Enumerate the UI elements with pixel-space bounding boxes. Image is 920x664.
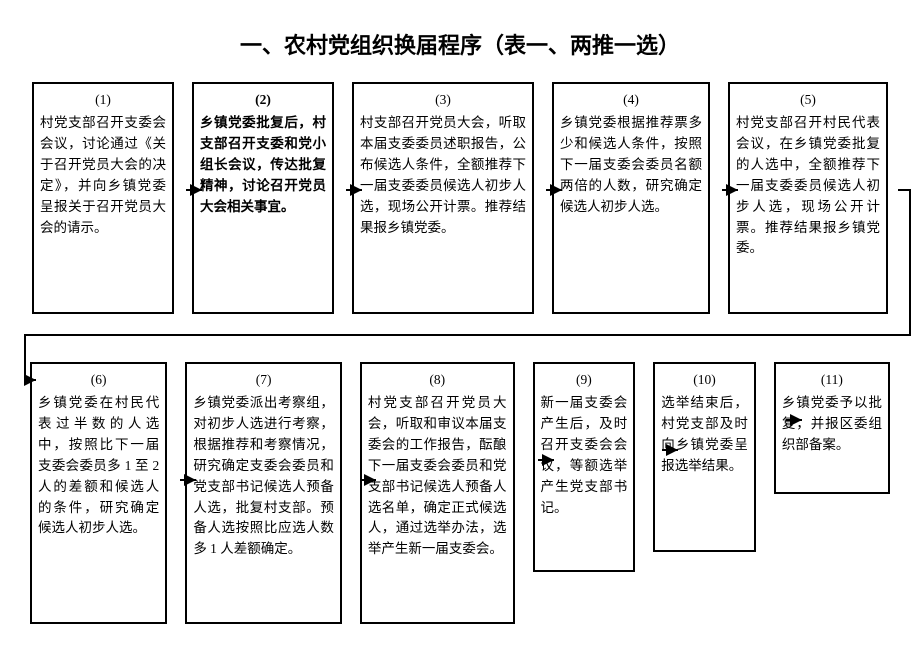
node-6-num: (6) xyxy=(38,370,159,391)
node-9-num: (9) xyxy=(541,370,628,391)
node-2-text: 乡镇党委批复后，村支部召开支委和党小组长会议，传达批复精神，讨论召开党员大会相关… xyxy=(200,113,326,218)
node-4-num: (4) xyxy=(560,90,702,111)
node-1: (1) 村党支部召开支委会会议，讨论通过《关于召开党员大会的决定》，并向乡镇党委… xyxy=(32,82,174,314)
node-10: (10) 选举结束后，村党支部及时向乡镇党委呈报选举结果。 xyxy=(653,362,756,552)
node-10-text: 选举结束后，村党支部及时向乡镇党委呈报选举结果。 xyxy=(661,393,748,477)
node-7: (7) 乡镇党委派出考察组，对初步人选进行考察，根据推荐和考察情况，研究确定支委… xyxy=(185,362,342,624)
node-5: (5) 村党支部召开村民代表会议，在乡镇党委批复的人选中，全额推荐下一届支委委员… xyxy=(728,82,888,314)
node-1-num: (1) xyxy=(40,90,166,111)
flow-row-1: (1) 村党支部召开支委会会议，讨论通过《关于召开党员大会的决定》，并向乡镇党委… xyxy=(0,82,920,314)
node-5-num: (5) xyxy=(736,90,880,111)
node-3-num: (3) xyxy=(360,90,526,111)
page-title: 一、农村党组织换届程序（表一、两推一选） xyxy=(0,0,920,78)
node-7-text: 乡镇党委派出考察组，对初步人选进行考察，根据推荐和考察情况，研究确定支委会委员和… xyxy=(193,393,334,560)
node-10-num: (10) xyxy=(661,370,748,391)
node-11-num: (11) xyxy=(782,370,882,391)
node-9-text: 新一届支委会产生后，及时召开支委会会议，等额选举产生党支部书记。 xyxy=(541,393,628,519)
node-8-num: (8) xyxy=(368,370,507,391)
node-8-text: 村党支部召开党员大会，听取和审议本届支委会的工作报告，酝酿下一届支委会委员和党支… xyxy=(368,393,507,560)
node-3-text: 村支部召开党员大会，听取本届支委委员述职报告，公布候选人条件，全额推荐下一届支委… xyxy=(360,113,526,239)
node-11: (11) 乡镇党委予以批复，并报区委组织部备案。 xyxy=(774,362,890,494)
node-3: (3) 村支部召开党员大会，听取本届支委委员述职报告，公布候选人条件，全额推荐下… xyxy=(352,82,534,314)
node-2-num: (2) xyxy=(200,90,326,111)
flow-row-2: (6) 乡镇党委在村民代表过半数的人选中，按照比下一届支委会委员多 1 至 2 … xyxy=(0,362,920,624)
node-4: (4) 乡镇党委根据推荐票多少和候选人条件，按照下一届支委会委员名额两倍的人数，… xyxy=(552,82,710,314)
node-9: (9) 新一届支委会产生后，及时召开支委会会议，等额选举产生党支部书记。 xyxy=(533,362,636,572)
node-7-num: (7) xyxy=(193,370,334,391)
node-2: (2) 乡镇党委批复后，村支部召开支委和党小组长会议，传达批复精神，讨论召开党员… xyxy=(192,82,334,314)
node-6-text: 乡镇党委在村民代表过半数的人选中，按照比下一届支委会委员多 1 至 2 人的差额… xyxy=(38,393,159,539)
node-4-text: 乡镇党委根据推荐票多少和候选人条件，按照下一届支委会委员名额两倍的人数，研究确定… xyxy=(560,113,702,218)
node-11-text: 乡镇党委予以批复，并报区委组织部备案。 xyxy=(782,393,882,456)
node-5-text: 村党支部召开村民代表会议，在乡镇党委批复的人选中，全额推荐下一届支委委员候选人初… xyxy=(736,113,880,259)
node-8: (8) 村党支部召开党员大会，听取和审议本届支委会的工作报告，酝酿下一届支委会委… xyxy=(360,362,515,624)
node-6: (6) 乡镇党委在村民代表过半数的人选中，按照比下一届支委会委员多 1 至 2 … xyxy=(30,362,167,624)
node-1-text: 村党支部召开支委会会议，讨论通过《关于召开党员大会的决定》，并向乡镇党委呈报关于… xyxy=(40,113,166,239)
